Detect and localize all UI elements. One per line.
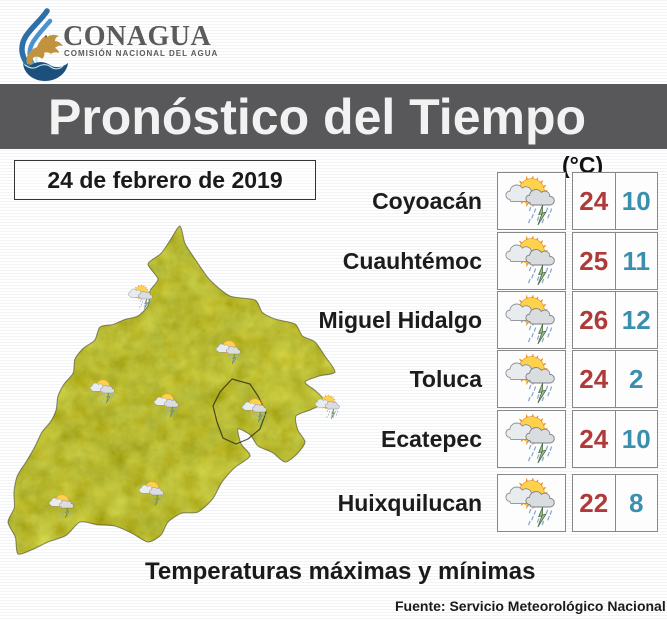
svg-text:COMISIÓN NACIONAL DEL AGUA: COMISIÓN NACIONAL DEL AGUA <box>64 49 218 58</box>
svg-text:CONAGUA: CONAGUA <box>63 21 211 52</box>
